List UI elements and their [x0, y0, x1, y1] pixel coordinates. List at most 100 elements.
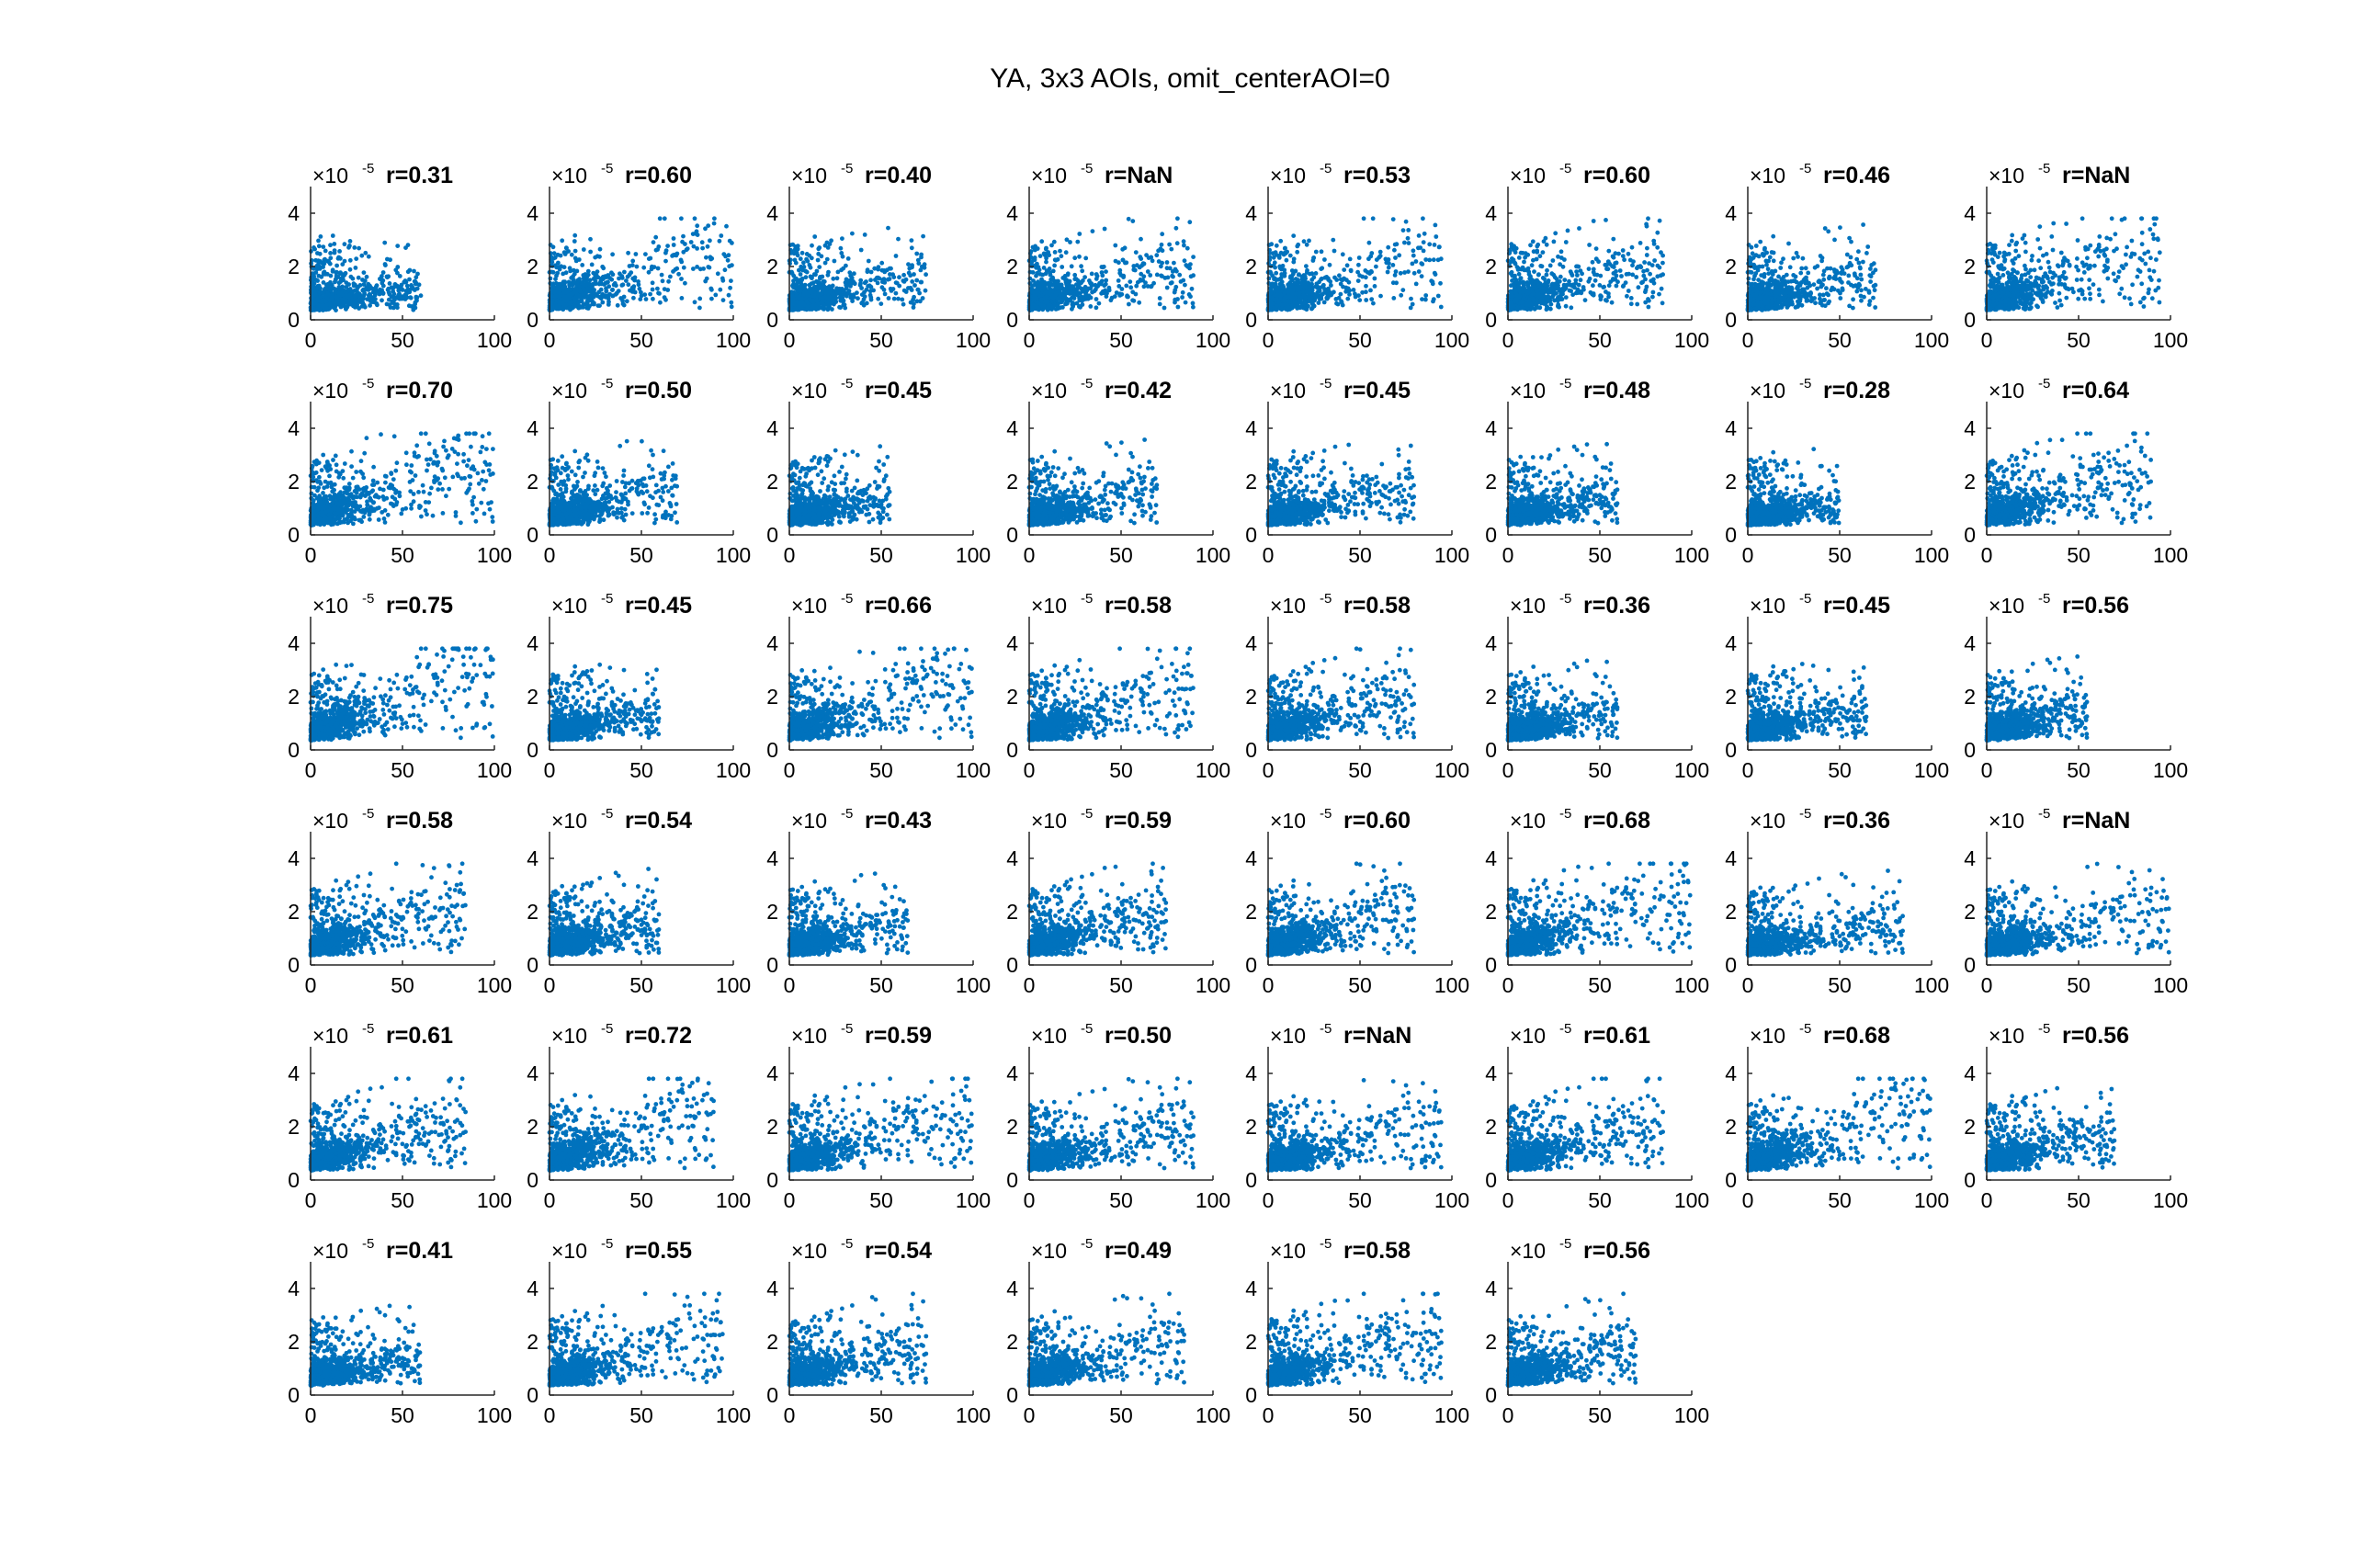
data-point: [600, 264, 606, 269]
data-point: [1041, 251, 1047, 256]
y-exponent-label: ×10: [1031, 164, 1067, 187]
data-point: [1340, 252, 1345, 257]
data-point: [600, 300, 606, 305]
data-point: [348, 274, 354, 279]
data-point: [1650, 289, 1656, 295]
data-point: [1131, 298, 1137, 303]
data-point: [1339, 300, 1344, 305]
data-point: [1411, 248, 1416, 254]
data-point: [550, 283, 555, 289]
data-point: [382, 262, 388, 267]
data-point: [1416, 233, 1422, 238]
data-point: [708, 238, 712, 244]
x-tick-label: 100: [956, 328, 991, 352]
data-point: [695, 246, 699, 251]
data-point: [387, 281, 392, 286]
data-point: [553, 293, 559, 299]
data-point: [407, 267, 413, 273]
data-point: [326, 259, 332, 265]
data-point: [1113, 243, 1118, 248]
data-point: [1410, 261, 1415, 267]
data-point: [567, 266, 572, 271]
data-point: [312, 246, 317, 252]
data-point: [707, 265, 712, 270]
y-exponent-power: -5: [362, 161, 374, 176]
data-point: [709, 296, 714, 301]
data-point: [1082, 275, 1087, 279]
data-point: [1164, 260, 1170, 265]
data-point: [914, 278, 920, 283]
data-point: [1047, 282, 1052, 287]
data-point: [328, 243, 333, 248]
data-point: [1276, 254, 1282, 258]
data-point: [722, 267, 728, 273]
data-point: [793, 260, 799, 266]
data-point: [1277, 264, 1283, 269]
data-point: [1434, 234, 1439, 239]
data-point: [1321, 300, 1327, 305]
data-point: [684, 247, 689, 253]
data-point: [1287, 253, 1293, 258]
data-point: [1149, 283, 1154, 289]
data-point: [1642, 260, 1647, 265]
data-point: [834, 287, 839, 292]
data-point: [845, 256, 851, 261]
data-point: [382, 240, 388, 245]
data-point: [1355, 269, 1360, 275]
data-point: [357, 245, 361, 251]
data-point: [822, 243, 828, 248]
data-point: [552, 289, 557, 295]
data-point: [1634, 275, 1639, 279]
data-point: [1587, 243, 1592, 247]
data-point: [1371, 301, 1376, 306]
data-point: [799, 296, 804, 301]
y-tick-label: 0: [1006, 308, 1018, 332]
data-point: [1368, 288, 1373, 293]
data-point: [626, 282, 631, 288]
data-point: [368, 303, 372, 308]
data-point: [1045, 299, 1050, 304]
data-point: [1638, 241, 1643, 245]
data-point: [729, 304, 734, 310]
data-point: [1090, 289, 1094, 295]
data-point: [352, 294, 357, 299]
data-point: [832, 301, 836, 306]
data-point: [1077, 232, 1082, 236]
data-point: [1033, 304, 1037, 309]
data-point: [1266, 280, 1272, 286]
data-point: [622, 269, 627, 275]
data-point: [638, 297, 643, 301]
data-point: [712, 216, 717, 221]
data-point: [589, 282, 594, 288]
x-tick-label: 50: [1348, 328, 1372, 352]
x-tick-label: 100: [1434, 328, 1469, 352]
data-point: [576, 257, 582, 262]
data-point: [908, 273, 913, 278]
data-point: [650, 287, 655, 292]
data-point: [572, 239, 577, 244]
data-point: [793, 277, 798, 282]
data-point: [588, 249, 593, 255]
data-point: [1364, 289, 1368, 295]
panel-title: r=0.53: [1343, 163, 1411, 188]
data-point: [1273, 265, 1277, 270]
data-point: [1105, 290, 1109, 296]
data-point: [862, 233, 867, 237]
data-point: [901, 301, 906, 307]
data-point: [697, 305, 702, 311]
data-point: [704, 255, 708, 260]
data-point: [1369, 297, 1375, 301]
data-point: [393, 267, 399, 273]
data-point: [810, 276, 814, 281]
data-point: [393, 282, 398, 288]
data-point: [1301, 292, 1307, 298]
data-point: [1365, 269, 1370, 275]
data-point: [610, 288, 615, 292]
data-point: [674, 266, 680, 271]
data-point: [1187, 266, 1192, 271]
data-point: [1177, 272, 1183, 278]
data-point: [1044, 255, 1048, 261]
data-point: [1055, 256, 1060, 262]
data-point: [315, 251, 320, 255]
